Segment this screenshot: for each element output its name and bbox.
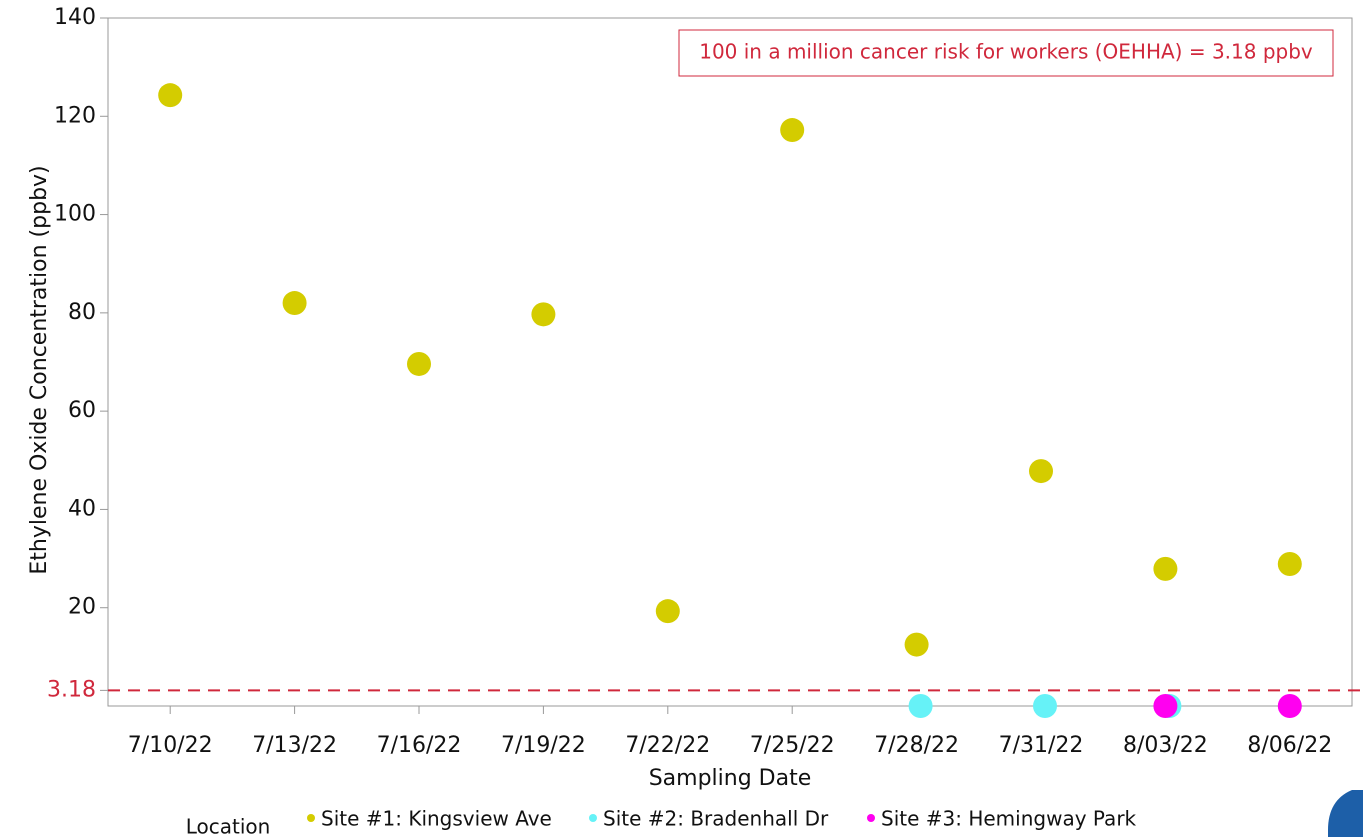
- x-tick-label: 7/31/22: [999, 733, 1084, 758]
- x-tick-label: 8/06/22: [1247, 733, 1332, 758]
- legend-title: Location: [186, 815, 271, 837]
- point: [655, 599, 680, 624]
- y-tick-label: 20: [68, 595, 96, 620]
- annotation-box: [678, 29, 1334, 77]
- y-tick-label: 80: [68, 300, 96, 325]
- y-tick-label: 120: [54, 103, 96, 128]
- point: [1277, 694, 1302, 718]
- point: [1033, 694, 1057, 718]
- point: [1153, 556, 1178, 581]
- x-tick-label: 7/10/22: [128, 733, 213, 758]
- x-tick-label: 8/03/22: [1123, 733, 1208, 758]
- point: [904, 632, 929, 657]
- legend-label: Site #3: Hemingway Park: [881, 807, 1137, 831]
- y-tick-label: 100: [54, 202, 96, 227]
- annotation: 100 in a million cancer risk for workers…: [699, 40, 1313, 64]
- x-tick-label: 7/22/22: [625, 733, 710, 758]
- legend-label: Site #1: Kingsview Ave: [321, 807, 552, 831]
- point: [158, 83, 183, 108]
- legend-marker: [307, 814, 315, 822]
- x-tick-label: 7/28/22: [874, 733, 959, 758]
- y-tick-label: 60: [68, 398, 96, 423]
- plot-frame: [107, 17, 1353, 707]
- y-axis-label: Ethylene Oxide Concentration (ppbv): [27, 165, 52, 574]
- logo: [1328, 790, 1363, 837]
- x-axis-label: Sampling Date: [649, 766, 812, 791]
- legend-marker: [867, 814, 875, 822]
- point: [1153, 694, 1178, 718]
- point: [531, 302, 556, 327]
- y-tick-label: 140: [54, 5, 96, 30]
- point: [282, 291, 307, 316]
- legend-marker: [589, 814, 597, 822]
- x-tick-label: 7/16/22: [377, 733, 462, 758]
- point: [908, 694, 933, 718]
- legend-label: Site #2: Bradenhall Dr: [603, 807, 829, 831]
- point: [407, 351, 431, 376]
- x-tick-label: 7/13/22: [252, 733, 337, 758]
- x-tick-label: 7/25/22: [750, 733, 835, 758]
- point: [780, 118, 805, 143]
- reference-tick-label: 3.18: [47, 677, 96, 702]
- point: [1277, 551, 1302, 576]
- y-tick-label: 40: [68, 496, 96, 521]
- x-tick-label: 7/19/22: [501, 733, 586, 758]
- point: [1029, 459, 1053, 484]
